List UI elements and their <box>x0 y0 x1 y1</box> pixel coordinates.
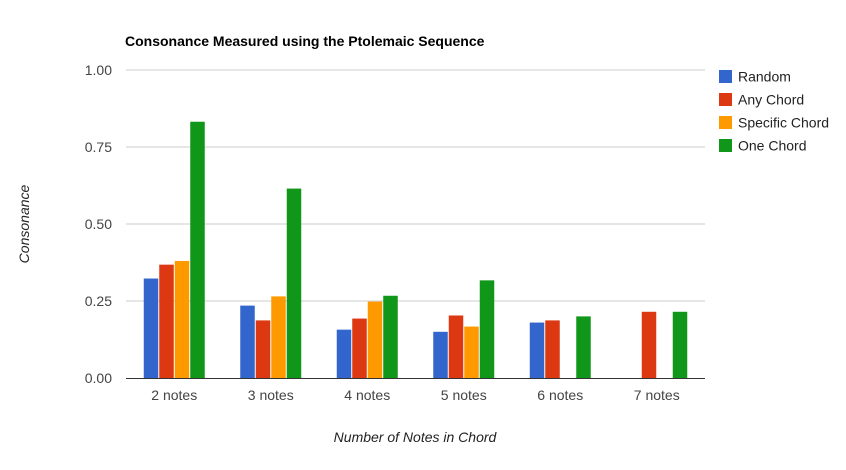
bar-random <box>240 305 255 378</box>
bar-one-chord <box>383 295 398 378</box>
legend: Random Any Chord Specific Chord One Chord <box>719 69 829 154</box>
y-tick-label: 0.25 <box>85 293 112 309</box>
bar-any-chord <box>545 320 560 378</box>
bar-one-chord <box>479 280 495 378</box>
bar-specific-chord <box>271 296 286 378</box>
gridlines <box>126 69 705 302</box>
x-tick-label: 4 notes <box>344 387 390 403</box>
bar-random <box>529 322 545 378</box>
bar-any-chord <box>255 320 271 378</box>
bar-any-chord <box>159 264 174 378</box>
bar-any-chord <box>448 315 464 378</box>
bar-specific-chord <box>174 260 190 378</box>
legend-label: One Chord <box>738 138 806 154</box>
x-tick-label: 2 notes <box>151 387 197 403</box>
bar-one-chord <box>576 316 591 378</box>
bar-one-chord <box>190 121 205 378</box>
bar-specific-chord <box>464 326 479 378</box>
chart-title: Consonance Measured using the Ptolemaic … <box>125 33 485 49</box>
legend-swatch <box>719 139 732 152</box>
legend-swatch <box>719 93 732 106</box>
legend-swatch <box>719 70 732 83</box>
y-tick-label: 0.75 <box>85 139 112 155</box>
legend-label: Any Chord <box>738 92 804 108</box>
y-tick-label: 1.00 <box>85 62 112 78</box>
y-axis-title: Consonance <box>16 184 32 263</box>
legend-label: Specific Chord <box>738 115 829 131</box>
bar-random <box>433 331 448 378</box>
bar-specific-chord <box>367 301 383 378</box>
bar-any-chord <box>352 318 367 378</box>
bar-one-chord <box>286 188 302 378</box>
y-axis-ticks: 0.00 0.25 0.50 0.75 1.00 <box>85 62 112 386</box>
bar-one-chord <box>672 311 688 378</box>
x-axis-ticks: 2 notes 3 notes 4 notes 5 notes 6 notes 7 not… <box>151 387 679 403</box>
x-tick-label: 3 notes <box>248 387 294 403</box>
bar-random <box>336 329 352 378</box>
y-tick-label: 0.50 <box>85 216 112 232</box>
bars <box>143 121 688 378</box>
legend-label: Random <box>738 69 791 85</box>
bar-any-chord <box>641 311 657 378</box>
x-tick-label: 6 notes <box>537 387 583 403</box>
y-tick-label: 0.00 <box>85 370 112 386</box>
x-tick-label: 7 notes <box>634 387 680 403</box>
x-tick-label: 5 notes <box>441 387 487 403</box>
bar-random <box>143 278 159 378</box>
legend-swatch <box>719 116 732 129</box>
x-axis-title: Number of Notes in Chord <box>334 429 498 445</box>
